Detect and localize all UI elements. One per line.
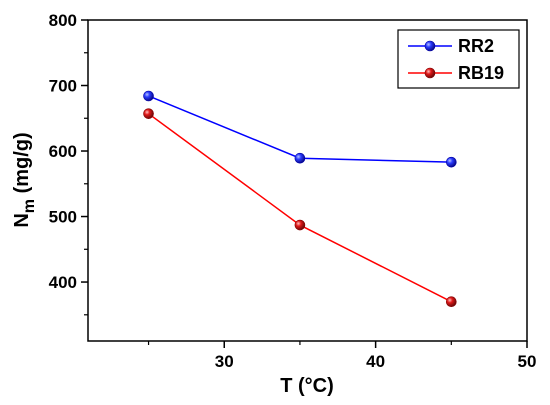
point-rr2-35 xyxy=(294,152,306,164)
point-rb19-35 xyxy=(294,219,306,231)
series-line-rr2 xyxy=(148,95,452,163)
legend-label-rb19: RB19 xyxy=(458,63,504,83)
y-tick-label-400: 400 xyxy=(49,273,77,292)
legend: RR2 RB19 xyxy=(397,29,520,89)
legend-marker-rr2 xyxy=(424,40,436,52)
legend-box xyxy=(397,29,520,89)
y-tick-label-500: 500 xyxy=(49,208,77,227)
x-tick-label-40: 40 xyxy=(366,352,385,371)
y-axis-title-sub: m xyxy=(21,199,38,213)
legend-marker-rb19 xyxy=(424,67,436,79)
legend-label-rr2: RR2 xyxy=(458,36,494,56)
series-points xyxy=(143,90,457,307)
x-tick-label-50: 50 xyxy=(518,352,537,371)
y-axis-title-unit: (mg/g) xyxy=(11,132,33,199)
y-tick-label-600: 600 xyxy=(49,142,77,161)
y-tick-label-800: 800 xyxy=(49,11,77,30)
axis-ticks: 30 40 50 400 500 600 700 800 xyxy=(49,11,537,371)
y-tick-label-700: 700 xyxy=(49,77,77,96)
series-lines xyxy=(148,95,452,303)
y-axis-title: Nm (mg/g) xyxy=(11,132,38,227)
point-rr2-25 xyxy=(143,90,154,102)
x-tick-label-30: 30 xyxy=(215,352,234,371)
point-rb19-25 xyxy=(143,108,154,119)
y-axis-title-main: N xyxy=(11,213,33,227)
plot-frame xyxy=(87,19,528,342)
point-rb19-45 xyxy=(446,296,457,307)
x-axis-title: T (°C) xyxy=(280,375,334,397)
series-line-rb19 xyxy=(148,113,452,303)
point-rr2-45 xyxy=(446,156,457,168)
